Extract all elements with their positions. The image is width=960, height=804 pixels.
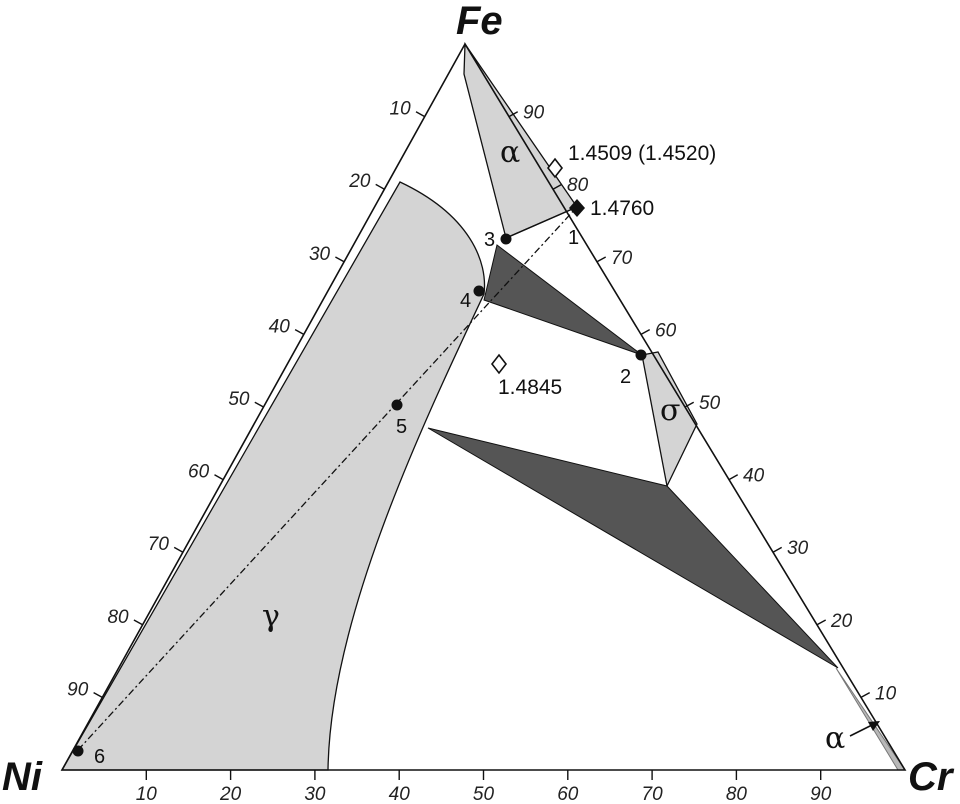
right-axis-tick-20-mark <box>816 619 827 626</box>
left-axis-tick-30-mark <box>335 256 345 263</box>
phase-label-alpha: α <box>500 135 520 170</box>
composition-line <box>77 206 578 751</box>
phase-label-alpha-corner: α <box>825 721 845 756</box>
axis-ticks: 10 10 10 20 20 20 30 30 30 40 40 40 50 50 50 60 60 60 70 70… <box>67 99 896 804</box>
right-axis-tick-40-mark <box>728 474 739 481</box>
vertex-label-ni: Ni <box>2 755 43 799</box>
left-axis-tick-90-label: 90 <box>67 679 89 700</box>
left-axis-tick-60-label: 60 <box>188 462 210 483</box>
right-axis-tick-70-mark <box>596 256 607 263</box>
value-label-1: 1.4509 (1.4520) <box>568 142 716 165</box>
point-label-3: 3 <box>484 229 495 251</box>
bottom-axis-tick-40-label: 40 <box>389 784 411 804</box>
right-axis-tick-20-label: 20 <box>830 611 853 632</box>
value-label-3: 1.4845 <box>498 376 562 399</box>
left-axis-tick-10-label: 10 <box>390 99 412 120</box>
gamma-phase-region <box>60 181 486 771</box>
bottom-axis-tick-10-label: 10 <box>136 784 158 804</box>
right-axis-tick-30-mark <box>772 546 783 553</box>
right-axis-tick-30-label: 30 <box>787 538 809 559</box>
left-axis-tick-70-mark <box>173 546 184 553</box>
marker-open-diamond-1 <box>546 157 564 179</box>
left-axis-tick-80-mark <box>133 619 143 626</box>
marker-open-diamond-2 <box>490 353 508 375</box>
point-label-2: 2 <box>620 366 631 388</box>
point-label-1: 1 <box>568 227 579 249</box>
right-axis-tick-60-mark <box>640 328 651 336</box>
left-axis-tick-70-label: 70 <box>148 534 170 555</box>
bottom-axis-tick-50-label: 50 <box>473 784 495 804</box>
left-axis-tick-50-mark <box>254 401 264 408</box>
right-axis-tick-10-label: 10 <box>875 683 897 704</box>
right-axis-tick-10-mark <box>860 691 871 699</box>
point-label-6: 6 <box>94 746 105 768</box>
right-axis-tick-80-mark <box>552 183 563 190</box>
value-label-2: 1.4760 <box>590 197 654 220</box>
left-axis-tick-90-mark <box>93 691 103 699</box>
bottom-axis-tick-30-label: 30 <box>304 784 326 804</box>
bottom-axis-tick-60-label: 60 <box>557 784 579 804</box>
left-axis-tick-40-mark <box>294 328 305 336</box>
alpha-boundary-line <box>505 206 578 239</box>
right-axis-tick-50-label: 50 <box>699 393 721 414</box>
right-axis-tick-40-label: 40 <box>743 466 765 487</box>
right-axis-tick-70-label: 70 <box>611 248 633 269</box>
bottom-axis-tick-70-label: 70 <box>642 784 664 804</box>
point-marker-6 <box>72 745 84 757</box>
point-label-5: 5 <box>396 416 407 438</box>
left-axis-tick-40-label: 40 <box>269 316 291 337</box>
alpha-corner-arrow <box>849 723 875 737</box>
right-axis-tick-90-mark <box>508 111 519 118</box>
right-axis-tick-50-mark <box>684 401 695 408</box>
lower-three-phase-triangle <box>427 427 839 669</box>
point-marker-2 <box>635 349 647 361</box>
marker-filled-diamond <box>569 199 585 217</box>
right-axis-tick-80-label: 80 <box>567 175 589 196</box>
left-axis-tick-20-label: 20 <box>348 171 371 192</box>
left-axis-tick-50-label: 50 <box>228 389 250 410</box>
point-marker-3 <box>500 233 512 245</box>
bottom-axis-tick-20-label: 20 <box>219 784 242 804</box>
left-axis-tick-30-label: 30 <box>309 244 331 265</box>
bottom-axis-tick-80-label: 80 <box>726 784 748 804</box>
vertex-label-cr: Cr <box>908 755 955 799</box>
vertex-label-fe: Fe <box>456 0 503 43</box>
left-axis-tick-20-mark <box>375 183 385 190</box>
upper-three-phase-triangle <box>483 244 643 356</box>
right-axis-tick-90-label: 90 <box>523 103 545 124</box>
left-axis-tick-80-label: 80 <box>107 607 129 628</box>
phase-label-sigma: σ <box>660 393 680 428</box>
left-axis-tick-10-mark <box>415 111 426 118</box>
alpha-phase-region <box>463 42 578 239</box>
point-marker-4 <box>473 285 485 297</box>
phase-label-gamma: γ <box>262 599 280 634</box>
bottom-axis-tick-90-label: 90 <box>810 784 832 804</box>
left-axis-tick-60-mark <box>214 474 224 481</box>
alpha-corner-arrowhead <box>868 721 880 731</box>
point-label-4: 4 <box>460 290 471 312</box>
right-axis-tick-60-label: 60 <box>655 320 677 341</box>
point-marker-5 <box>391 399 403 411</box>
